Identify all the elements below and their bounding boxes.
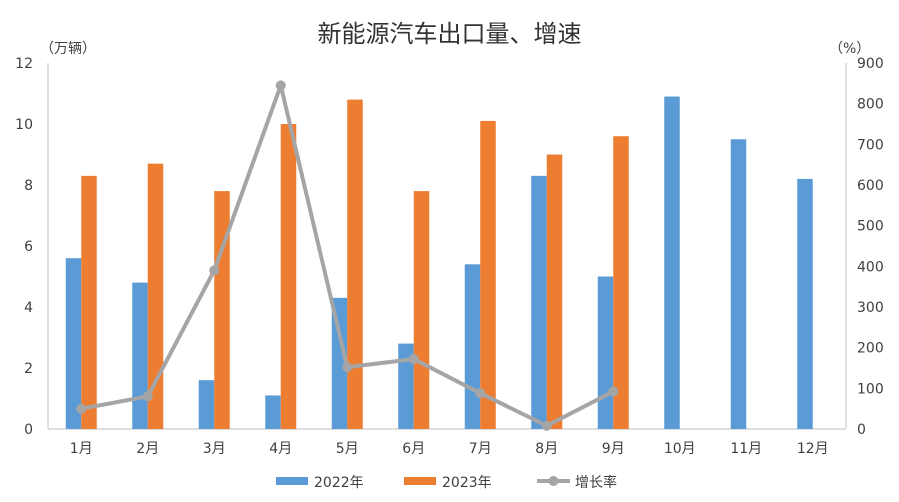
y-right-tick-label: 600 — [857, 178, 884, 194]
growth-point — [342, 362, 353, 373]
x-tick-label: 12月 — [797, 441, 829, 457]
y-right-tick-label: 300 — [857, 300, 884, 316]
x-tick-label: 6月 — [402, 441, 425, 457]
legend-marker — [548, 476, 559, 486]
legend-swatch — [404, 477, 436, 485]
legend-label: 增长率 — [575, 474, 617, 491]
growth-point — [408, 354, 419, 365]
y-left-axis-label: （万辆） — [40, 41, 96, 57]
legend-label: 2023年 — [442, 475, 492, 491]
bars — [65, 96, 813, 430]
y-left-tick-label: 6 — [24, 239, 33, 255]
y-right-tick-label: 0 — [857, 422, 866, 438]
bar — [546, 154, 563, 429]
bar — [65, 258, 82, 429]
bar — [347, 99, 363, 429]
y-right-tick-label: 100 — [857, 381, 884, 397]
y-right-tick-label: 400 — [857, 259, 884, 275]
bar — [280, 124, 297, 429]
bar — [81, 175, 97, 429]
growth-point — [475, 388, 486, 399]
bar — [597, 276, 614, 429]
bar — [730, 139, 747, 429]
x-tick-label: 1月 — [70, 441, 93, 457]
bar — [613, 136, 629, 429]
growth-point — [142, 391, 153, 402]
bar — [132, 282, 148, 429]
bar — [464, 264, 481, 429]
y-left-tick-label: 0 — [24, 422, 33, 438]
y-right-tick-label: 700 — [857, 137, 884, 153]
chart-title: 新能源汽车出口量、增速 — [317, 20, 582, 48]
y-right-tick-label: 800 — [857, 97, 884, 113]
y-right-tick-label: 200 — [857, 341, 884, 357]
growth-point — [209, 265, 220, 276]
y-left-tick-label: 4 — [24, 300, 33, 316]
x-tick-label: 9月 — [602, 441, 625, 457]
bar — [413, 191, 430, 429]
x-tick-label: 5月 — [336, 441, 359, 457]
growth-point — [76, 403, 87, 414]
growth-point — [275, 80, 286, 91]
bar — [664, 96, 680, 430]
y-right-tick-label: 900 — [857, 56, 884, 72]
bar — [480, 120, 496, 429]
y-right-axis-label: （%） — [829, 41, 870, 57]
bar — [147, 163, 164, 429]
growth-point — [541, 420, 552, 431]
axes: 0 2 4 6 8 10 12 0 100 200 300 400 500 600 700 800 900 （万辆… — [15, 41, 884, 457]
bar — [198, 380, 215, 429]
legend-swatch — [276, 477, 308, 485]
x-tick-label: 3月 — [203, 441, 226, 457]
x-tick-label: 2月 — [136, 441, 159, 457]
bar — [331, 297, 348, 429]
x-tick-label: 4月 — [269, 441, 292, 457]
y-left-tick-label: 2 — [24, 361, 33, 377]
x-tick-label: 7月 — [469, 441, 492, 457]
growth-line — [76, 80, 619, 431]
bar — [797, 178, 813, 429]
x-tick-label: 11月 — [730, 441, 762, 457]
y-right-tick-label: 500 — [857, 219, 884, 235]
bar — [398, 343, 414, 429]
growth-point — [608, 386, 619, 397]
x-tick-label: 10月 — [664, 441, 696, 457]
x-tick-label: 8月 — [535, 441, 558, 457]
bar — [531, 175, 547, 429]
bar — [214, 191, 230, 429]
y-left-tick-label: 8 — [24, 178, 33, 194]
legend: 2022年 2023年 增长率 — [276, 474, 617, 491]
bar — [265, 395, 281, 429]
legend-label: 2022年 — [314, 475, 364, 491]
y-left-tick-label: 10 — [15, 117, 33, 133]
y-left-tick-label: 12 — [15, 56, 33, 72]
